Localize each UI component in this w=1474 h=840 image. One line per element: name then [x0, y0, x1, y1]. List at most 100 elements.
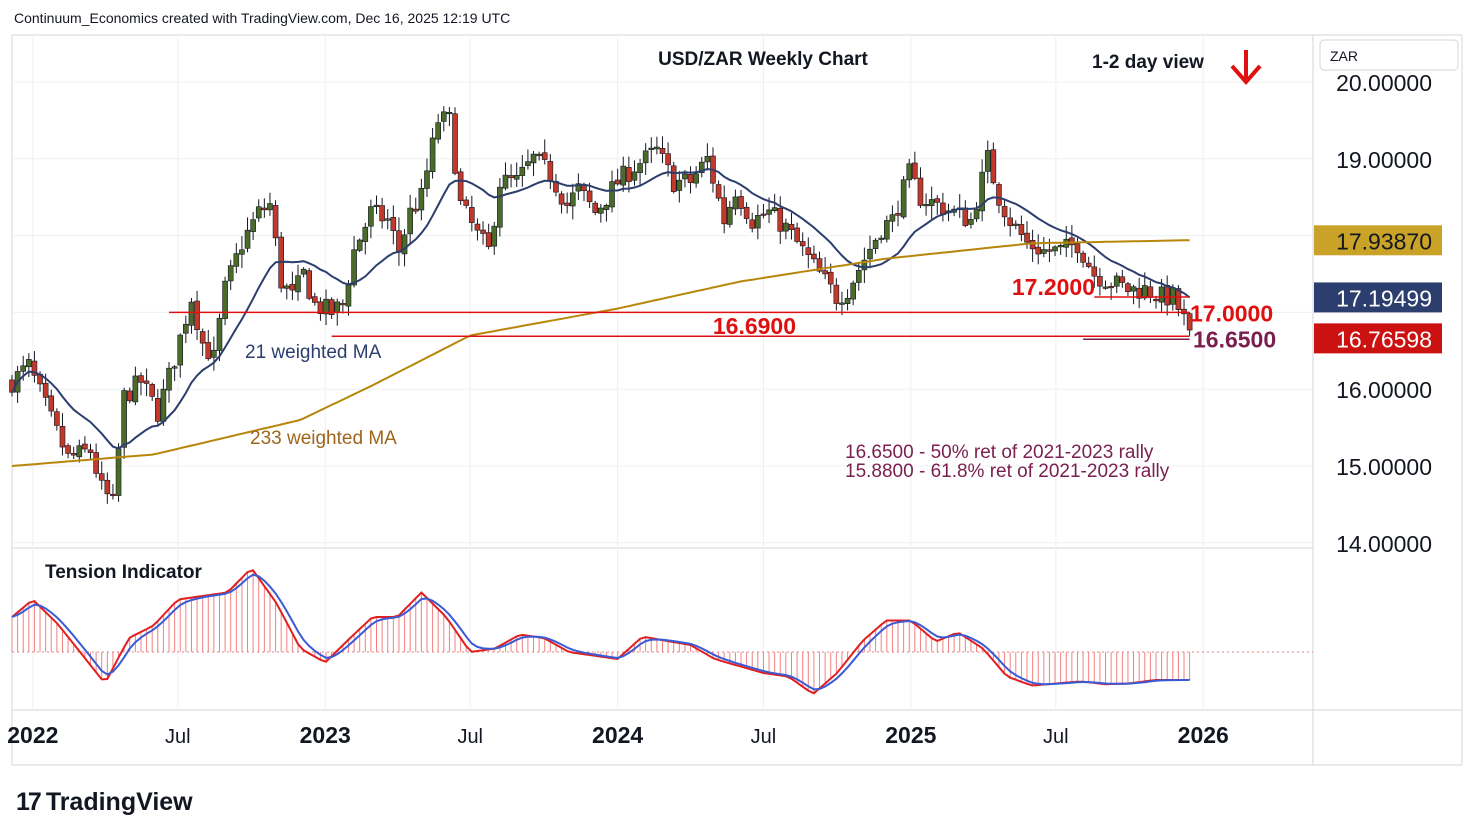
tradingview-brand[interactable]: 17 TradingView — [16, 788, 193, 817]
candle-body — [833, 284, 840, 304]
candle-body — [255, 206, 262, 219]
tradingview-brand-text: TradingView — [45, 788, 193, 816]
candle-body — [272, 205, 279, 239]
candle-body — [418, 187, 425, 211]
candle-body — [160, 388, 167, 422]
candle-body — [379, 205, 385, 222]
candle-body — [474, 223, 481, 231]
candle-body — [82, 443, 88, 450]
chart-title: USD/ZAR Weekly Chart — [658, 49, 868, 70]
candle-body — [87, 449, 94, 453]
candle-body — [704, 156, 711, 163]
candle-body — [1130, 286, 1137, 292]
candle-body — [1012, 223, 1019, 226]
candle-body — [59, 425, 66, 448]
candle-body — [205, 342, 212, 360]
candle-body — [648, 147, 655, 150]
candle-body — [1052, 246, 1058, 252]
candle-body — [351, 249, 357, 286]
candle-body — [586, 190, 593, 203]
candle-body — [508, 175, 514, 179]
candle-body — [749, 219, 756, 229]
candle-body — [1141, 285, 1148, 299]
candle-body — [1007, 217, 1013, 227]
y-tick-label: 15.00000 — [1336, 454, 1432, 480]
candle-body — [261, 207, 268, 211]
candle-body — [440, 111, 447, 122]
candle-body — [693, 173, 699, 184]
candle-body — [143, 380, 150, 384]
candle-body — [923, 204, 929, 207]
candle-body — [732, 196, 739, 210]
candle-body — [1125, 283, 1131, 293]
candle-body — [996, 184, 1002, 206]
view-label: 1-2 day view — [1092, 52, 1204, 73]
price-tag-label: 17.93870 — [1336, 228, 1432, 254]
candle-body — [1024, 232, 1030, 243]
fib-label: 16.6500 — [1193, 326, 1276, 352]
candle-body — [900, 179, 907, 218]
candle-body — [65, 445, 71, 454]
candle-body — [872, 239, 879, 250]
candle-body — [519, 166, 526, 176]
candle-body — [194, 300, 200, 331]
x-tick-label: 2026 — [1178, 722, 1229, 748]
candle-body — [188, 301, 195, 326]
candle-body — [614, 179, 621, 185]
candle-body — [962, 207, 969, 226]
candle-body — [822, 270, 828, 275]
candle-body — [1091, 266, 1098, 277]
candle-body — [990, 149, 997, 184]
price-tag-label: 16.76598 — [1336, 326, 1432, 352]
candle-body — [973, 208, 980, 220]
candle-body — [1153, 298, 1159, 302]
candle-body — [687, 174, 694, 184]
x-tick-label: Jul — [165, 726, 191, 748]
price-tag-box — [1314, 323, 1442, 354]
candle-body — [861, 259, 868, 271]
chart-frame — [11, 34, 1463, 766]
level-label: 17.2000 — [1012, 274, 1095, 300]
tradingview-logo-icon: 17 — [16, 788, 42, 816]
tension-fast-line — [11, 569, 1190, 695]
candle-body — [547, 161, 554, 181]
candle-body — [575, 183, 582, 192]
candle-body — [429, 137, 436, 173]
candle-body — [1170, 287, 1176, 305]
price-tag-box — [1314, 225, 1442, 256]
ma233-line — [11, 239, 1190, 467]
candle-body — [1119, 276, 1126, 283]
candle-body — [312, 296, 318, 303]
candle-body — [497, 186, 503, 228]
ma21-line — [11, 167, 1191, 450]
candle-body — [93, 452, 99, 474]
candle-body — [295, 275, 301, 293]
candle-body — [884, 220, 890, 240]
x-tick-label: 2025 — [885, 722, 936, 748]
y-tick-label: 16.00000 — [1336, 377, 1432, 403]
candle-body — [323, 298, 329, 315]
candle-body — [917, 177, 924, 206]
candle-body — [541, 152, 548, 160]
candle-body — [811, 253, 817, 260]
candle-body — [480, 229, 486, 234]
candle-body — [340, 303, 346, 306]
candle-body — [345, 284, 352, 307]
candle-body — [889, 214, 896, 222]
currency-label: ZAR — [1330, 48, 1358, 64]
candle-body — [659, 147, 666, 154]
candle-body — [390, 217, 397, 231]
candle-body — [1085, 262, 1092, 267]
candle-body — [199, 331, 206, 344]
y-tick-label: 20.00000 — [1336, 70, 1432, 96]
candle-body — [906, 163, 913, 181]
candle-body — [267, 203, 273, 211]
x-tick-label: Jul — [457, 726, 483, 748]
ma233-label: 233 weighted MA — [250, 428, 397, 449]
candle-body — [412, 208, 419, 212]
candle-body — [373, 204, 380, 207]
currency-box — [1319, 39, 1459, 71]
candle-body — [132, 375, 139, 403]
candle-body — [384, 218, 391, 221]
candle-body — [755, 215, 761, 229]
